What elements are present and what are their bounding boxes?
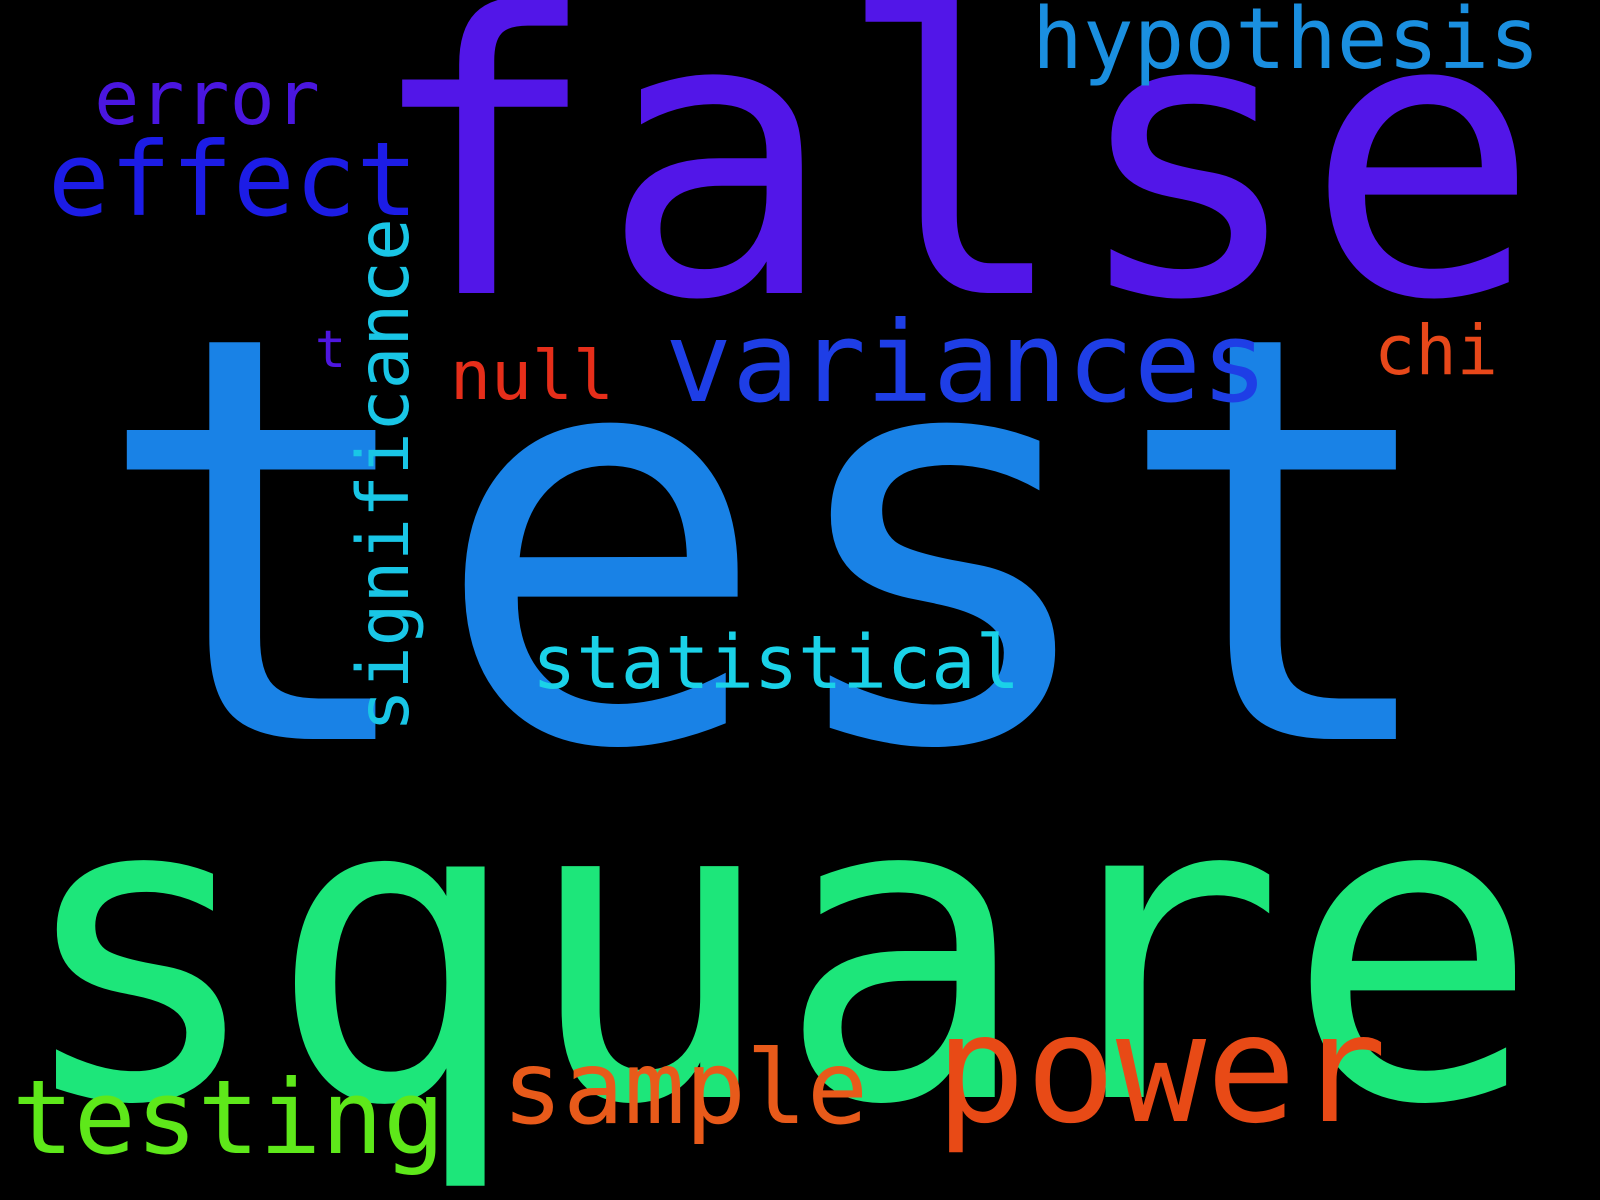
word-null: null <box>450 336 614 416</box>
word-hypothesis: hypothesis <box>1032 0 1540 88</box>
word-statistical: statistical <box>532 621 1020 707</box>
word-chi: chi <box>1374 310 1498 391</box>
word-significance: significance <box>342 218 426 732</box>
word-power: power <box>935 983 1387 1157</box>
word-testing: testing <box>12 1058 445 1178</box>
word-t: t <box>315 320 346 381</box>
word-sample: sample <box>502 1029 868 1148</box>
word-false: false <box>365 0 1540 386</box>
word-effect: effect <box>47 120 419 240</box>
word-variances: variances <box>665 299 1268 429</box>
word-test: test <box>90 215 1452 873</box>
word-error: error <box>94 53 320 142</box>
word-square: square <box>12 703 1540 1197</box>
